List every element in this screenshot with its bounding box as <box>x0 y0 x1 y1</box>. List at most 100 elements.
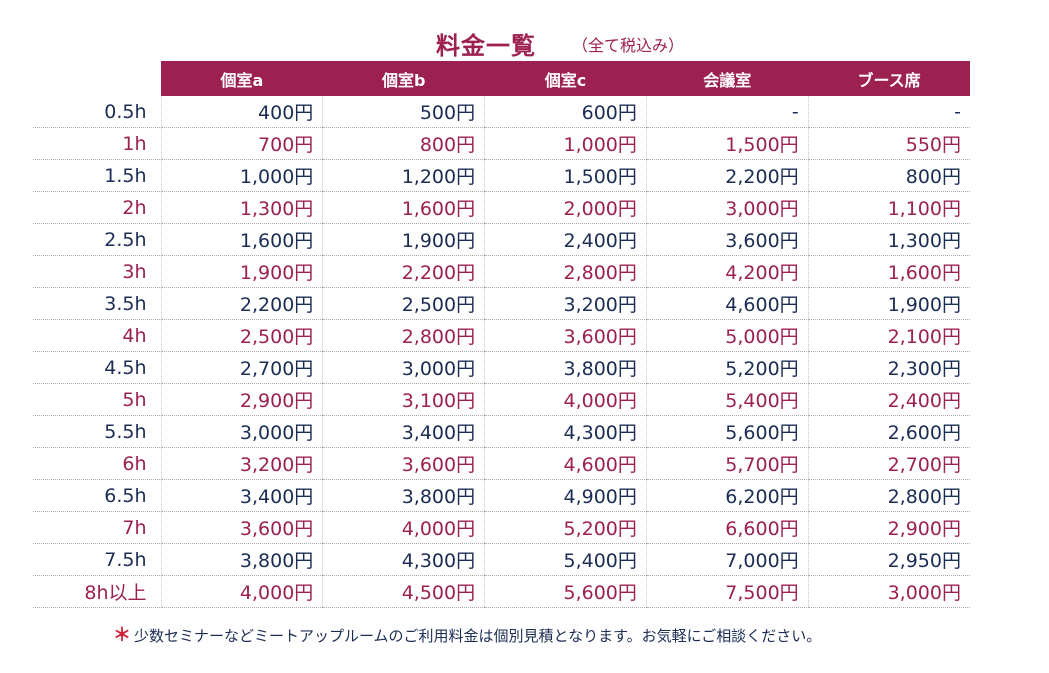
table-row: 3h 1,900円 2,200円 2,800円 4,200円 1,600円 <box>33 255 970 288</box>
table-row: 1h 700円 800円 1,000円 1,500円 550円 <box>33 127 970 160</box>
price-cell: 4,000円 <box>484 383 647 416</box>
price-cell: 1,300円 <box>807 223 970 256</box>
price-cell: 3,400円 <box>322 415 485 448</box>
table-row: 7.5h 3,800円 4,300円 5,400円 7,000円 2,950円 <box>33 543 970 576</box>
price-cell: 2,200円 <box>160 287 323 320</box>
price-cell: 2,800円 <box>322 319 485 352</box>
price-cell: 2,400円 <box>807 383 970 416</box>
table-row: 5.5h 3,000円 3,400円 4,300円 5,600円 2,600円 <box>33 415 970 448</box>
price-cell: 7,000円 <box>645 543 809 576</box>
price-cell: - <box>645 96 809 128</box>
table-row: 2.5h 1,600円 1,900円 2,400円 3,600円 1,300円 <box>33 223 970 256</box>
price-cell: 4,600円 <box>484 447 647 480</box>
duration-cell: 8h以上 <box>33 575 161 608</box>
price-cell: 4,300円 <box>484 415 647 448</box>
price-cell: 1,200円 <box>322 159 485 192</box>
table-row: 8h以上 4,000円 4,500円 5,600円 7,500円 3,000円 <box>33 575 970 608</box>
price-cell: 3,800円 <box>484 351 647 384</box>
price-cell: 3,000円 <box>160 415 323 448</box>
table-row: 4h 2,500円 2,800円 3,600円 5,000円 2,100円 <box>33 319 970 352</box>
price-cell: 3,600円 <box>645 223 809 256</box>
price-cell: 500円 <box>322 96 485 128</box>
price-cell: 1,100円 <box>807 191 970 224</box>
price-cell: 7,500円 <box>645 575 809 608</box>
column-header-booth-seat: ブース席 <box>808 61 970 96</box>
price-cell: 4,200円 <box>645 255 809 288</box>
price-cell: - <box>807 96 970 128</box>
page-title: 料金一覧 <box>436 32 536 60</box>
price-cell: 3,800円 <box>322 479 485 512</box>
price-cell: 1,500円 <box>484 159 647 192</box>
price-cell: 2,400円 <box>484 223 647 256</box>
price-cell: 1,600円 <box>322 191 485 224</box>
duration-cell: 1h <box>33 127 161 160</box>
duration-cell: 7h <box>33 511 161 544</box>
header-row: 個室a 個室b 個室c 会議室 ブース席 <box>33 61 970 96</box>
price-cell: 4,600円 <box>645 287 809 320</box>
price-cell: 2,700円 <box>807 447 970 480</box>
duration-cell: 3h <box>33 255 161 288</box>
price-cell: 1,000円 <box>160 159 323 192</box>
price-table-body: 0.5h 400円 500円 600円 - -1h 700円 800円 1,000円 1,500円… <box>33 96 970 608</box>
price-cell: 2,200円 <box>322 255 485 288</box>
price-cell: 5,200円 <box>484 511 647 544</box>
price-cell: 3,000円 <box>645 191 809 224</box>
title-row: 料金一覧 （全て税込み） <box>0 26 1049 60</box>
duration-cell: 7.5h <box>33 543 161 576</box>
price-cell: 2,700円 <box>160 351 323 384</box>
price-cell: 2,300円 <box>807 351 970 384</box>
price-cell: 5,400円 <box>484 543 647 576</box>
price-cell: 700円 <box>160 127 323 160</box>
price-cell: 2,800円 <box>484 255 647 288</box>
table-row: 0.5h 400円 500円 600円 - - <box>33 96 970 128</box>
duration-cell: 5.5h <box>33 415 161 448</box>
price-cell: 3,100円 <box>322 383 485 416</box>
price-cell: 1,600円 <box>160 223 323 256</box>
table-row: 3.5h 2,200円 2,500円 3,200円 4,600円 1,900円 <box>33 287 970 320</box>
price-cell: 6,200円 <box>645 479 809 512</box>
price-cell: 1,300円 <box>160 191 323 224</box>
price-cell: 6,600円 <box>645 511 809 544</box>
price-cell: 800円 <box>807 159 970 192</box>
tax-note: （全て税込み） <box>572 36 685 55</box>
price-cell: 4,500円 <box>322 575 485 608</box>
price-cell: 550円 <box>807 127 970 160</box>
price-cell: 3,000円 <box>807 575 970 608</box>
duration-cell: 6.5h <box>33 479 161 512</box>
duration-cell: 4.5h <box>33 351 161 384</box>
price-cell: 2,900円 <box>807 511 970 544</box>
price-cell: 600円 <box>484 96 647 128</box>
price-cell: 4,000円 <box>322 511 485 544</box>
price-cell: 3,200円 <box>160 447 323 480</box>
price-cell: 2,500円 <box>160 319 323 352</box>
price-cell: 5,400円 <box>645 383 809 416</box>
duration-cell: 4h <box>33 319 161 352</box>
duration-cell: 5h <box>33 383 161 416</box>
price-table: 個室a 個室b 個室c 会議室 ブース席 0.5h 400円 500円 600円 - -1… <box>33 61 970 608</box>
header-corner <box>33 61 161 96</box>
column-header-room-b: 個室b <box>322 61 485 96</box>
price-cell: 2,950円 <box>807 543 970 576</box>
duration-cell: 0.5h <box>33 96 161 128</box>
price-cell: 3,600円 <box>160 511 323 544</box>
duration-cell: 3.5h <box>33 287 161 320</box>
table-row: 1.5h 1,000円 1,200円 1,500円 2,200円 800円 <box>33 159 970 192</box>
table-row: 2h 1,300円 1,600円 2,000円 3,000円 1,100円 <box>33 191 970 224</box>
duration-cell: 2.5h <box>33 223 161 256</box>
price-cell: 2,800円 <box>807 479 970 512</box>
price-cell: 5,600円 <box>645 415 809 448</box>
price-table-header: 個室a 個室b 個室c 会議室 ブース席 <box>33 61 970 96</box>
table-row: 6h 3,200円 3,600円 4,600円 5,700円 2,700円 <box>33 447 970 480</box>
price-cell: 1,000円 <box>484 127 647 160</box>
price-cell: 2,000円 <box>484 191 647 224</box>
price-cell: 800円 <box>322 127 485 160</box>
price-cell: 3,600円 <box>484 319 647 352</box>
table-row: 6.5h 3,400円 3,800円 4,900円 6,200円 2,800円 <box>33 479 970 512</box>
column-header-meeting-room: 会議室 <box>646 61 809 96</box>
price-cell: 5,200円 <box>645 351 809 384</box>
duration-cell: 6h <box>33 447 161 480</box>
price-cell: 4,000円 <box>160 575 323 608</box>
price-cell: 4,900円 <box>484 479 647 512</box>
price-cell: 2,600円 <box>807 415 970 448</box>
price-cell: 2,100円 <box>807 319 970 352</box>
